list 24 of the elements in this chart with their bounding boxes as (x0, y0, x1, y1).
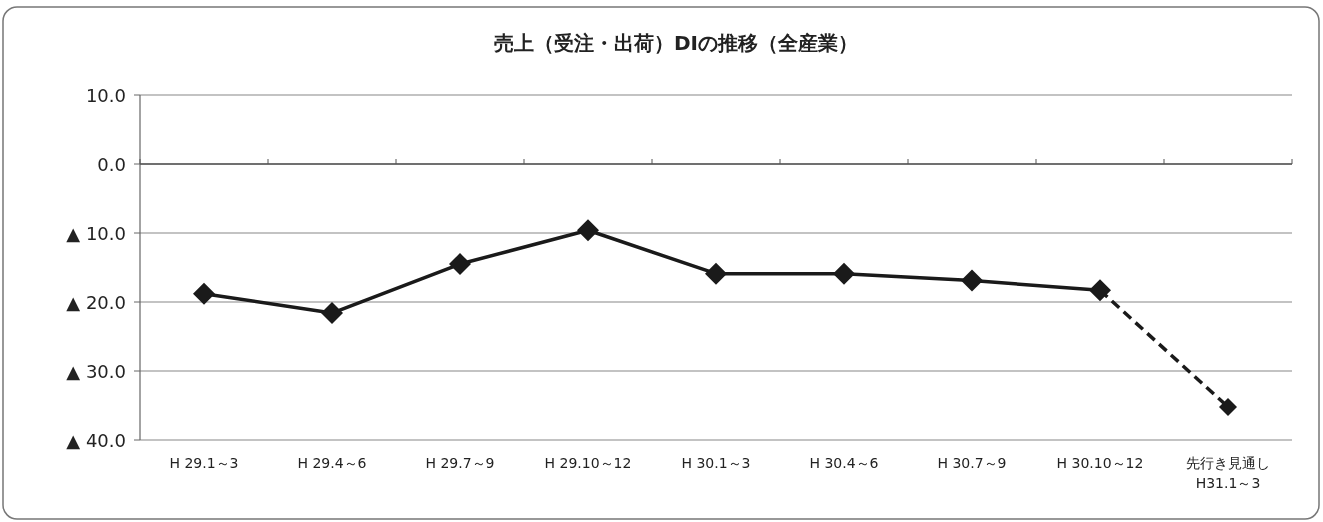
point (961, 269, 983, 292)
x-tick-label: H 30.4～6 (809, 455, 879, 471)
point (321, 302, 343, 325)
x-tick-label: H 29.1～3 (169, 455, 239, 471)
y-tick-label: 0.0 (97, 154, 126, 175)
x-tick-label: H 30.7～9 (937, 455, 1007, 471)
point (193, 282, 215, 305)
point (705, 262, 727, 285)
x-tick-label: H 29.7～9 (425, 455, 495, 471)
y-tick-label: ▲ 40.0 (66, 430, 126, 451)
x-tick-label: 先行き見通し H31.1～3 (1186, 455, 1270, 491)
point (1219, 397, 1237, 416)
chart-title: 売上（受注・出荷）DIの推移（全産業） (493, 31, 859, 55)
y-tick-label: ▲ 10.0 (66, 223, 126, 244)
y-tick-label: 10.0 (85, 85, 126, 106)
x-tick-label: H 30.1～3 (681, 455, 751, 471)
x-tick-label: H 29.10～12 (544, 455, 632, 471)
point (449, 253, 471, 276)
x-tick-label: H 29.4～6 (297, 455, 367, 471)
point (577, 219, 599, 242)
point (833, 262, 855, 285)
y-tick-label: ▲ 20.0 (66, 292, 126, 313)
x-tick-label: H 30.10～12 (1056, 455, 1144, 471)
y-tick-label: ▲ 30.0 (66, 361, 126, 382)
